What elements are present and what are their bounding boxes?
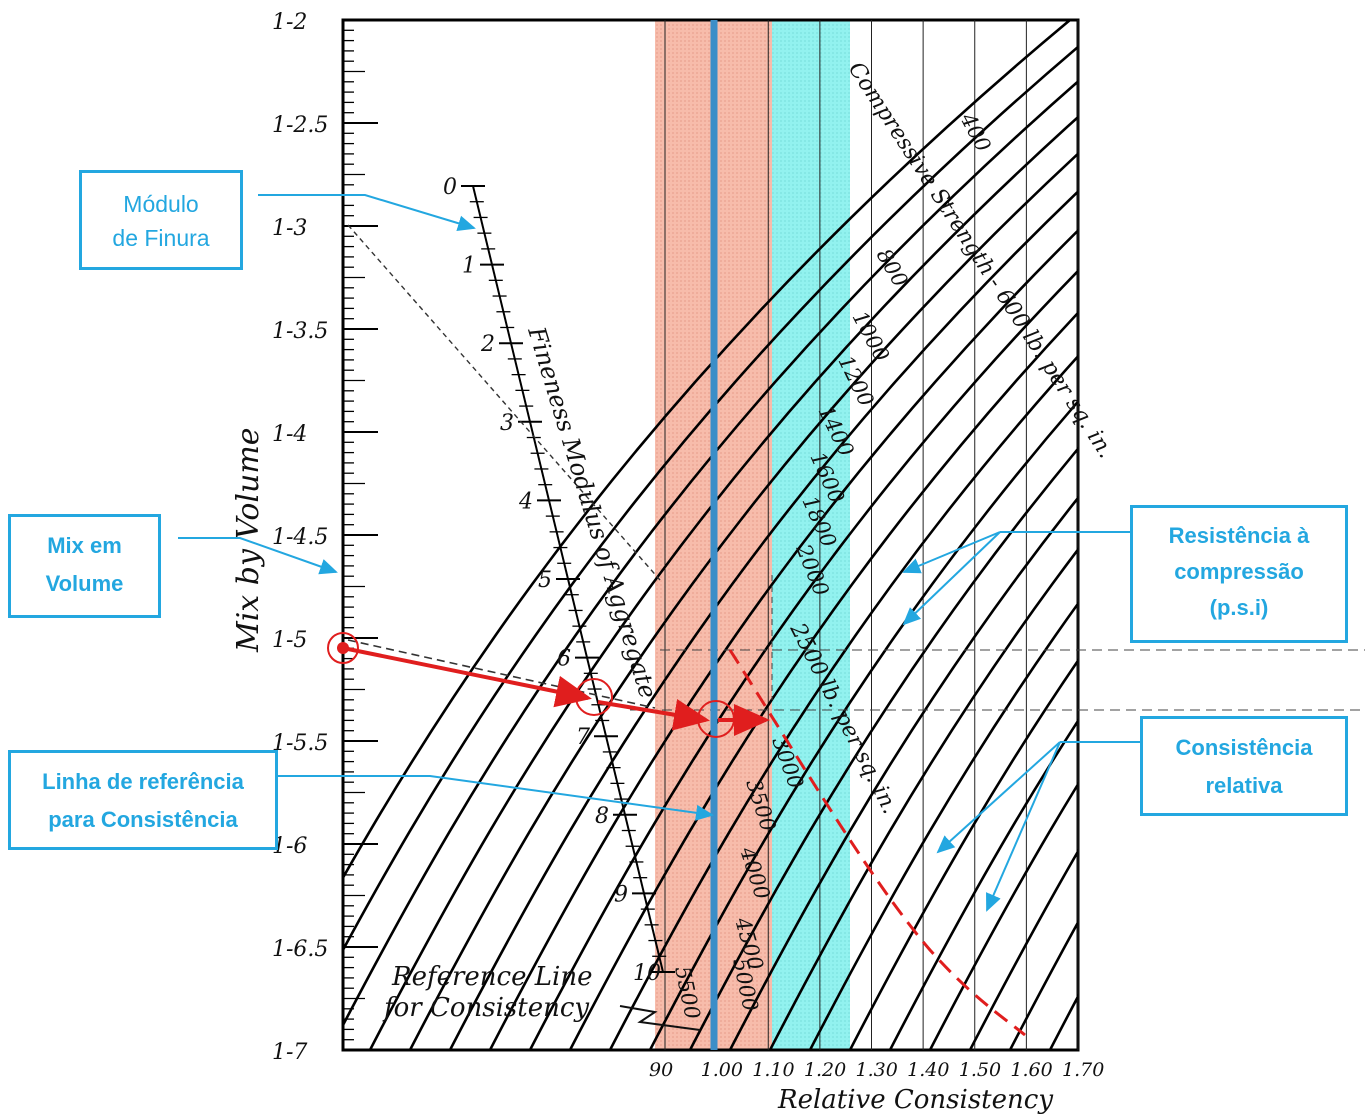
mix-tick-label: 1-2.5 <box>272 113 328 138</box>
annotation-strength-line1: Resistência à <box>1168 523 1310 548</box>
fineness-tick-label: 1 <box>462 254 476 279</box>
consistency-tick-label: 1.50 <box>959 1059 1001 1081</box>
example-path-segment-1 <box>342 646 592 708</box>
dashed-construction-2 <box>347 639 656 709</box>
consistency-tick-label: 1.10 <box>752 1059 794 1081</box>
mix-tick-label: 1-7 <box>272 1040 307 1065</box>
example-point-fineness <box>575 678 613 716</box>
consistency-axis-labels: 90 1.00 1.10 1.20 1.30 1.40 1.50 1.60 1.70 <box>649 1059 1104 1081</box>
annotation-arrows <box>178 194 1140 912</box>
fineness-tick-label: 4 <box>518 489 533 514</box>
annotation-box-consistency: Consistência relativa <box>1140 716 1348 816</box>
fineness-tick-label: 2 <box>480 332 495 357</box>
consistency-tick-label: 1.00 <box>701 1059 743 1081</box>
dashed-construction-1 <box>347 224 661 581</box>
example-point-mix <box>327 632 359 664</box>
strength-curve <box>968 848 1078 1050</box>
fineness-tick-label: 10 <box>633 961 661 986</box>
fineness-tick-label: 7 <box>576 725 590 750</box>
fineness-axis: 0 1 2 3 4 5 6 7 8 9 10 <box>443 175 675 986</box>
mix-axis: 1-21-2.51-31-3.51-41-4.51-51-5.51-61-6.5… <box>272 10 378 1065</box>
annotation-mix-line2: Volume <box>45 571 124 596</box>
annotation-reference-line2: para Consistência <box>48 807 238 832</box>
example-point-consistency <box>697 700 735 738</box>
arrow-reference <box>278 775 714 821</box>
band-cyan-dots <box>772 20 850 1050</box>
strength-curve <box>808 601 1078 1050</box>
strength-curve <box>608 354 1078 1050</box>
arrow-strength-2 <box>902 531 1001 626</box>
arrow-strength-1 <box>902 531 1001 574</box>
reference-line-label-1: Reference Line <box>391 962 592 992</box>
annotation-box-strength: Resistência à compressão (p.s.i) <box>1130 505 1348 643</box>
strength-curve <box>768 547 1078 1050</box>
consistency-tick-label: 1.70 <box>1062 1059 1104 1081</box>
consistency-tick-label: 1.20 <box>804 1059 846 1081</box>
annotation-box-fineness: Módulo de Finura <box>79 170 243 270</box>
arrow-consistency-1 <box>936 741 1061 854</box>
strength-curve <box>368 115 1078 1050</box>
strength-curves <box>343 20 1078 1050</box>
annotation-box-reference: Linha de referência para Consistência <box>8 750 278 850</box>
reference-label-pointer <box>619 1005 701 1031</box>
strength-curve <box>343 45 1078 953</box>
annotation-fineness-line2: de Finura <box>112 225 210 251</box>
annotation-consistency-line1: Consistência <box>1175 735 1313 760</box>
example-point-mix-dot <box>337 642 349 654</box>
mix-tick-label: 1-4 <box>272 422 307 447</box>
strength-curve <box>408 151 1078 1050</box>
fineness-tick-label: 0 <box>443 175 457 200</box>
mix-tick-label: 1-4.5 <box>272 525 328 550</box>
strength-curve <box>688 446 1078 1050</box>
annotation-fineness-line1: Módulo <box>123 191 199 217</box>
arrow-consistency-2 <box>986 741 1061 912</box>
strength-curve <box>343 79 1078 1028</box>
strength-curve <box>343 20 1071 881</box>
strength-curve <box>568 311 1078 1050</box>
example-path-segment-2 <box>597 698 710 731</box>
fineness-tick-label: 5 <box>538 568 552 593</box>
reference-line-label-2: for Consistency <box>382 993 589 1023</box>
annotation-consistency-line2: relativa <box>1205 773 1283 798</box>
consistency-tick-label: 90 <box>649 1059 673 1081</box>
fineness-axis-label: Fineness Modulus of Aggregate <box>522 323 662 702</box>
annotation-strength-line3: (p.s.i) <box>1209 595 1269 620</box>
mix-tick-label: 1-5 <box>272 628 307 653</box>
strength-curve <box>1008 919 1078 1050</box>
annotation-box-mix: Mix em Volume <box>8 514 161 618</box>
annotation-reference-line1: Linha de referência <box>42 769 244 794</box>
annotation-strength-line2: compressão <box>1174 559 1304 584</box>
mix-tick-label: 1-3.5 <box>272 319 328 344</box>
strength-curve <box>888 718 1078 1050</box>
strength-curve <box>848 658 1078 1050</box>
mix-tick-label: 1-5.5 <box>272 731 328 756</box>
mix-tick-label: 1-6.5 <box>272 937 328 962</box>
consistency-axis-title: Relative Consistency <box>777 1085 1053 1115</box>
annotation-mix-line1: Mix em <box>47 533 122 558</box>
fineness-tick-label: 8 <box>595 804 609 829</box>
consistency-tick-label: 1.30 <box>856 1059 898 1081</box>
strength-curve <box>528 269 1078 1050</box>
strength-curve <box>488 228 1078 1050</box>
fineness-tick-label: 3 <box>500 411 514 436</box>
consistency-tick-label: 1.60 <box>1010 1059 1052 1081</box>
consistency-tick-label: 1.40 <box>907 1059 949 1081</box>
mix-tick-label: 1-3 <box>272 216 307 241</box>
arrow-mix <box>178 537 338 575</box>
mix-tick-label: 1-2 <box>272 10 307 35</box>
strength-curve <box>448 189 1078 1050</box>
arrow-fineness <box>258 194 476 232</box>
fineness-tick-label: 9 <box>614 882 628 907</box>
fineness-tick-label: 6 <box>557 647 571 672</box>
strength-curve <box>728 495 1078 1050</box>
strength-curve <box>928 781 1078 1050</box>
